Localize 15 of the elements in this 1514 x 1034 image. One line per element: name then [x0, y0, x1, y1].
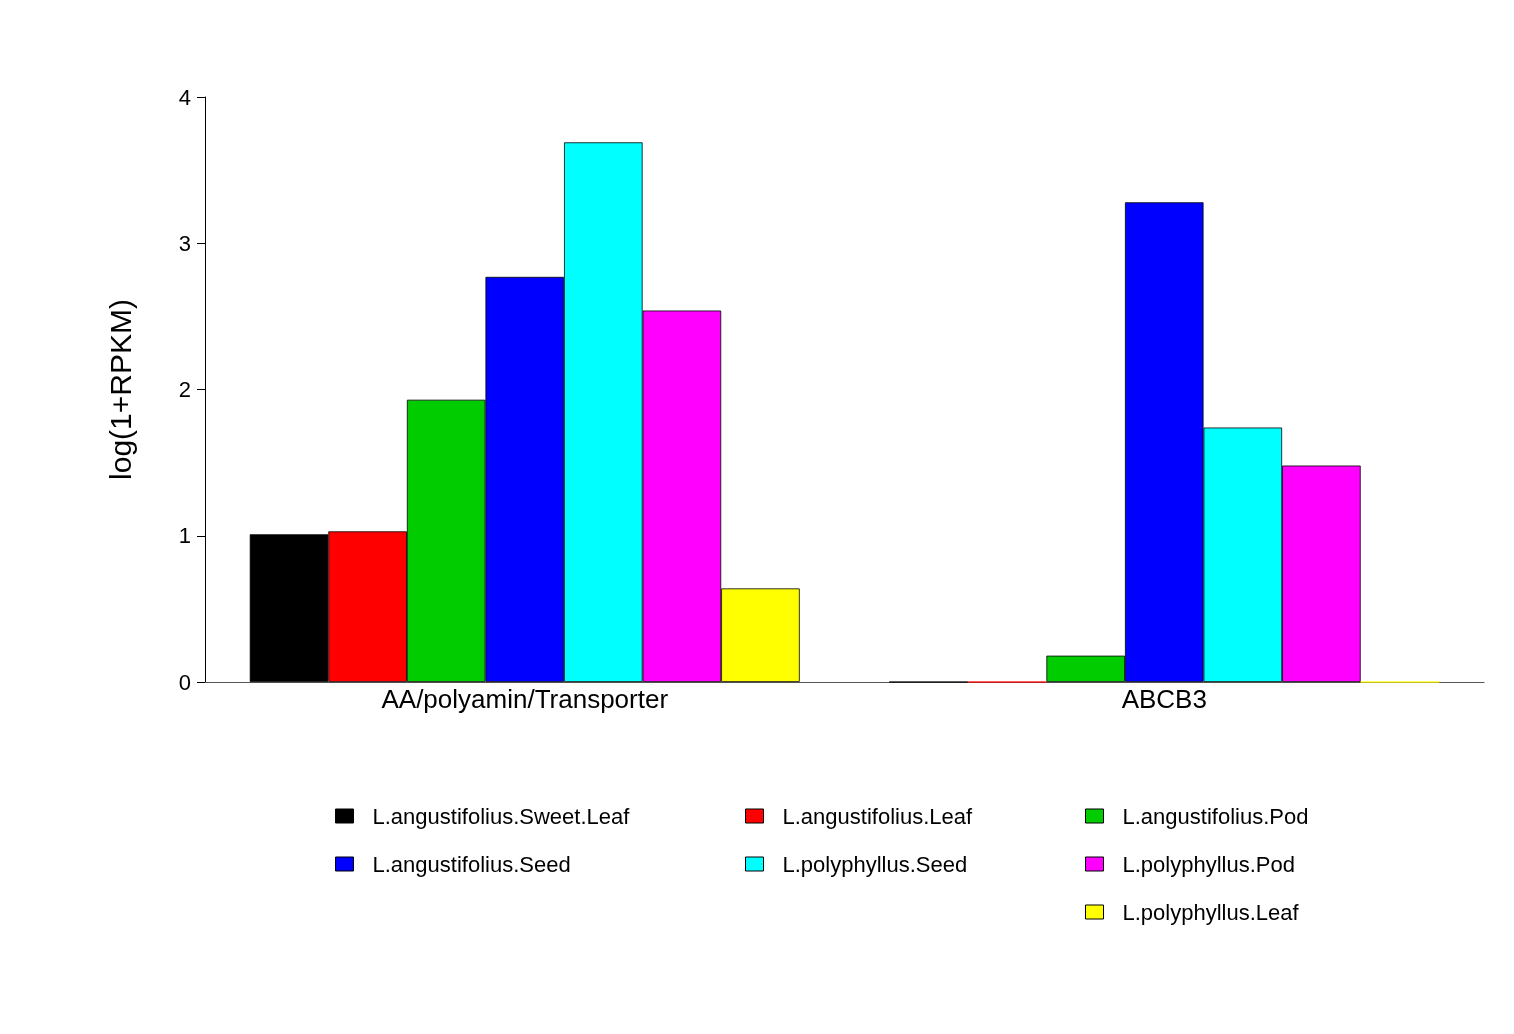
y-tick-label: 2 [178, 377, 191, 402]
legend-label: L.angustifolius.Sweet.Leaf [372, 803, 631, 829]
legend-label: L.angustifolius.Seed [372, 851, 571, 877]
x-tick-label: ABCB3 [1121, 684, 1207, 714]
legend-label: L.polyphyllus.Pod [1122, 851, 1295, 877]
y-axis-title: log(1+RPKM) [103, 299, 137, 480]
y-tick-label: 4 [178, 84, 191, 110]
legend-label: L.polyphyllus.Leaf [1122, 899, 1300, 925]
legend-label: L.angustifolius.Leaf [782, 803, 973, 829]
y-tick-label: 1 [178, 523, 191, 549]
legend-label: L.polyphyllus.Seed [782, 851, 968, 877]
y-tick-label: 3 [178, 230, 191, 256]
x-tick-label: AA/polyamin/Transporter [381, 684, 669, 714]
y-tick-label: 0 [178, 669, 191, 695]
legend-label: L.angustifolius.Pod [1122, 803, 1309, 829]
